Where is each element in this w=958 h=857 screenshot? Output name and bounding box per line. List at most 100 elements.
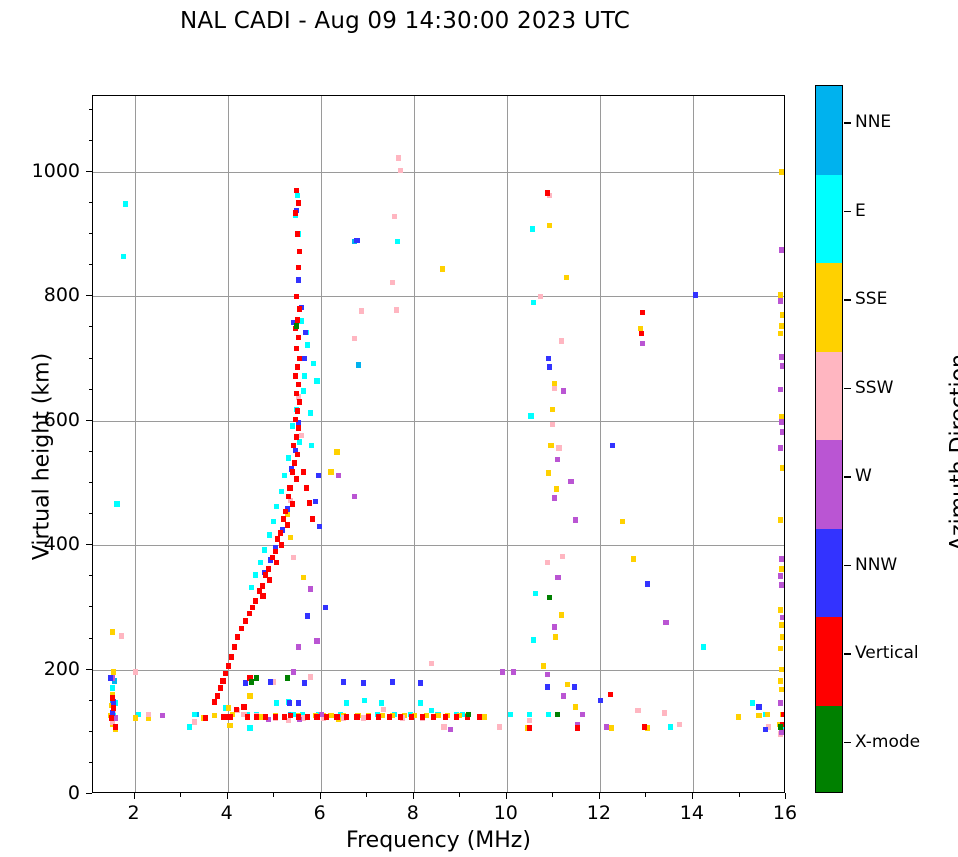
echo-mark-sse — [227, 722, 233, 729]
echo-mark-vertical — [112, 724, 118, 730]
echo-mark-sse — [564, 681, 570, 688]
echo-mark-nnw — [546, 355, 552, 362]
y-tick-minor — [88, 326, 92, 328]
echo-mark-sse — [778, 621, 784, 628]
y-tick-minor — [88, 108, 92, 110]
echo-mark-sse — [563, 274, 569, 281]
colorbar-band-ssw — [816, 351, 842, 440]
echo-mark-e — [378, 700, 384, 706]
x-tick — [691, 793, 693, 799]
colorbar-tick — [844, 476, 851, 478]
echo-mark-nnw — [111, 699, 117, 705]
echo-mark-vertical — [246, 610, 252, 617]
echo-mark-sse — [777, 330, 783, 337]
echo-mark-vertical — [228, 654, 234, 660]
echo-mark-vertical — [214, 692, 220, 699]
colorbar-band-nnw — [816, 528, 842, 617]
echo-mark-ssw — [300, 715, 306, 721]
colorbar-tick — [844, 564, 851, 567]
echo-mark-nnw — [109, 710, 115, 716]
echo-mark-e — [281, 472, 287, 479]
echo-mark-sse — [779, 634, 784, 641]
echo-mark-sse — [638, 325, 644, 332]
echo-mark-nnw — [644, 580, 650, 587]
y-tick-minor — [88, 139, 92, 141]
echo-mark-sse — [779, 465, 784, 471]
echo-mark-sse — [300, 574, 306, 581]
echo-mark-w — [778, 354, 784, 361]
echo-mark-sse — [146, 715, 152, 721]
echo-mark-vertical — [217, 685, 223, 692]
echo-mark-vertical — [247, 675, 253, 682]
echo-mark-vertical — [297, 355, 303, 362]
x-tick-label: 16 — [772, 802, 798, 824]
echo-mark-w — [777, 445, 783, 451]
echo-mark-ssw — [287, 497, 294, 504]
echo-mark-e — [394, 238, 401, 245]
echo-mark-vertical — [297, 305, 303, 312]
echo-mark-e — [257, 559, 263, 566]
echo-mark-sse — [440, 266, 446, 272]
echo-mark-vertical — [290, 468, 296, 475]
echo-mark-ssw — [241, 711, 247, 718]
echo-mark-vertical — [291, 442, 297, 449]
echo-mark-sse — [109, 629, 115, 636]
echo-mark-vertical — [293, 373, 299, 379]
echo-mark-vertical — [250, 604, 256, 611]
echo-mark-sse — [777, 292, 783, 298]
colorbar-label-x-mode: X-mode — [855, 731, 921, 752]
echo-mark-vertical — [641, 724, 647, 730]
echo-mark-ssw — [556, 445, 562, 451]
y-tick-minor — [88, 730, 92, 732]
x-tick-minor — [459, 793, 461, 797]
echo-mark-e — [273, 700, 280, 706]
y-tick-minor — [88, 388, 92, 390]
echo-mark-vertical — [430, 714, 436, 720]
echo-mark-vertical — [293, 293, 300, 300]
echo-mark-nnw — [360, 680, 367, 687]
echo-mark-vertical — [419, 714, 425, 720]
y-tick-label: 200 — [43, 657, 80, 680]
colorbar-tick — [844, 653, 851, 655]
plot-data-marks — [93, 96, 784, 792]
echo-mark-ssw — [390, 279, 396, 286]
echo-mark-e — [247, 725, 253, 731]
echo-mark-x-mode — [777, 724, 783, 730]
echo-mark-nnw — [317, 523, 323, 530]
echo-mark-vertical — [294, 407, 301, 414]
x-tick-label: 8 — [406, 802, 419, 824]
echo-mark-vertical — [253, 714, 260, 720]
echo-mark-w — [778, 419, 784, 425]
echo-mark-vertical — [354, 714, 360, 720]
echo-mark-nnw — [354, 237, 360, 244]
echo-mark-nne — [356, 361, 362, 368]
echo-mark-e — [529, 226, 535, 232]
echo-mark-vertical — [293, 476, 300, 482]
echo-mark-vertical — [292, 210, 298, 216]
y-tick-label: 0 — [67, 782, 80, 804]
gridline-horizontal — [93, 171, 784, 173]
echo-mark-e — [305, 342, 311, 348]
echo-mark-vertical — [221, 714, 227, 720]
echo-mark-ssw — [298, 432, 304, 439]
echo-mark-e — [290, 422, 296, 429]
echo-mark-ssw — [109, 719, 115, 725]
echo-mark-ssw — [441, 724, 447, 730]
x-tick — [785, 793, 786, 799]
echo-mark-vertical — [223, 670, 229, 677]
echo-mark-w — [160, 712, 166, 719]
echo-mark-e — [253, 572, 259, 578]
echo-mark-vertical — [323, 714, 329, 720]
echo-mark-vertical — [307, 500, 313, 506]
echo-mark-ssw — [545, 559, 551, 566]
echo-mark-sse — [111, 669, 117, 675]
gridline-vertical — [134, 96, 136, 792]
echo-mark-w — [554, 456, 560, 463]
echo-mark-w — [779, 429, 784, 435]
echo-mark-sse — [109, 691, 115, 698]
echo-mark-vertical — [297, 248, 303, 255]
echo-mark-sse — [644, 725, 650, 731]
gridline-vertical — [413, 96, 415, 792]
echo-mark-e — [531, 636, 537, 643]
echo-mark-vertical — [575, 725, 581, 731]
